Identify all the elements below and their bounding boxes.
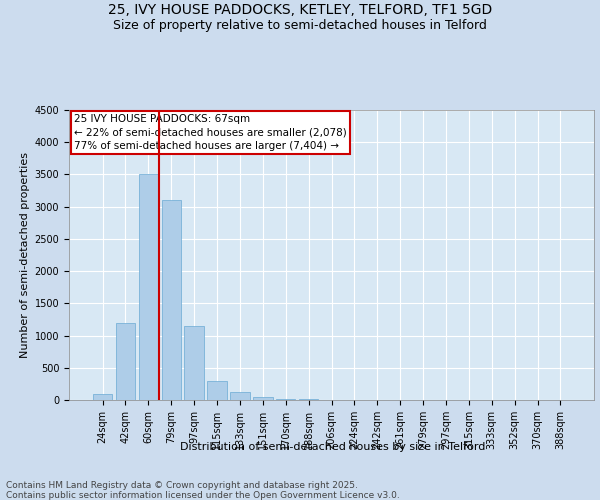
Text: 25, IVY HOUSE PADDOCKS, KETLEY, TELFORD, TF1 5GD: 25, IVY HOUSE PADDOCKS, KETLEY, TELFORD,… [108, 2, 492, 16]
Bar [184, 326, 204, 400]
Bar [230, 392, 250, 400]
Bar [93, 394, 112, 400]
Text: Contains HM Land Registry data © Crown copyright and database right 2025.
Contai: Contains HM Land Registry data © Crown c… [6, 480, 400, 500]
Text: Distribution of semi-detached houses by size in Telford: Distribution of semi-detached houses by … [181, 442, 485, 452]
Bar [116, 322, 135, 400]
Bar [276, 398, 295, 400]
Bar [208, 380, 227, 400]
Bar [253, 397, 272, 400]
Bar [139, 174, 158, 400]
Text: 25 IVY HOUSE PADDOCKS: 67sqm
← 22% of semi-detached houses are smaller (2,078)
7: 25 IVY HOUSE PADDOCKS: 67sqm ← 22% of se… [74, 114, 347, 151]
Bar [161, 200, 181, 400]
Y-axis label: Number of semi-detached properties: Number of semi-detached properties [20, 152, 31, 358]
Text: Size of property relative to semi-detached houses in Telford: Size of property relative to semi-detach… [113, 18, 487, 32]
